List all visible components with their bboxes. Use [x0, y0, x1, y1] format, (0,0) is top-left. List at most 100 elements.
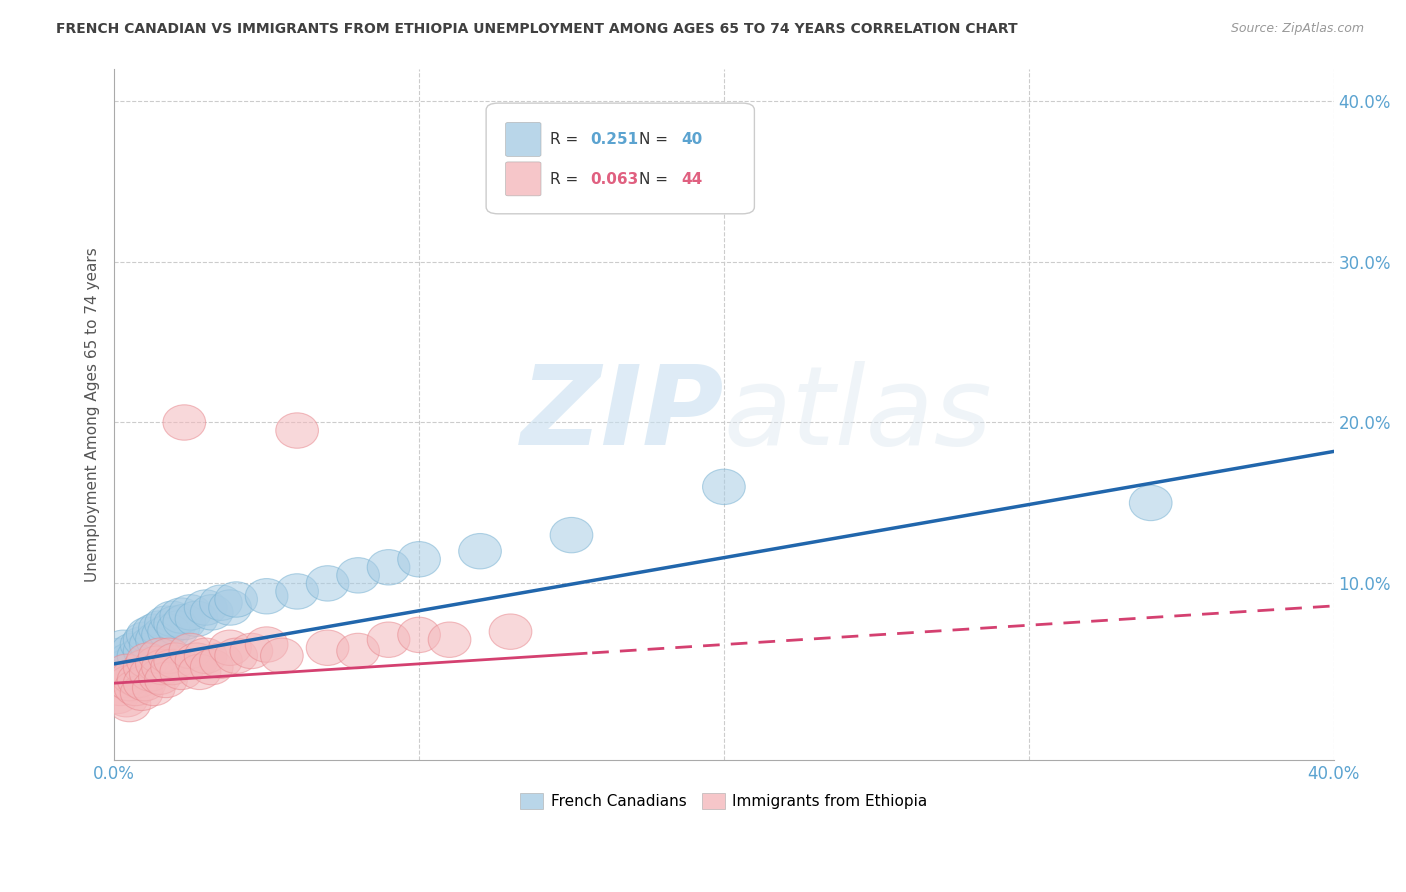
Ellipse shape [190, 649, 233, 685]
Ellipse shape [169, 595, 212, 630]
Ellipse shape [127, 643, 169, 678]
Ellipse shape [245, 579, 288, 614]
Ellipse shape [105, 649, 148, 685]
Ellipse shape [135, 646, 179, 681]
Ellipse shape [245, 627, 288, 662]
Legend: French Canadians, Immigrants from Ethiopia: French Canadians, Immigrants from Ethiop… [515, 787, 934, 815]
Text: 44: 44 [682, 172, 703, 186]
Ellipse shape [105, 654, 148, 690]
Text: Source: ZipAtlas.com: Source: ZipAtlas.com [1230, 22, 1364, 36]
Ellipse shape [367, 622, 411, 657]
Ellipse shape [103, 662, 145, 698]
Ellipse shape [190, 595, 233, 630]
Ellipse shape [260, 638, 304, 673]
Ellipse shape [98, 638, 142, 673]
Text: R =: R = [550, 132, 582, 147]
Ellipse shape [276, 574, 318, 609]
Ellipse shape [157, 611, 200, 646]
Ellipse shape [215, 582, 257, 617]
Ellipse shape [489, 614, 531, 649]
Ellipse shape [160, 654, 202, 690]
Ellipse shape [105, 681, 148, 717]
Ellipse shape [179, 654, 221, 690]
Ellipse shape [108, 643, 150, 678]
Ellipse shape [132, 614, 176, 649]
Ellipse shape [184, 590, 226, 625]
Text: ZIP: ZIP [520, 361, 724, 468]
Ellipse shape [121, 627, 163, 662]
Ellipse shape [367, 549, 411, 585]
Ellipse shape [398, 617, 440, 653]
Ellipse shape [127, 617, 169, 653]
Ellipse shape [124, 633, 166, 669]
Ellipse shape [124, 622, 166, 657]
Ellipse shape [458, 533, 502, 569]
Text: atlas: atlas [724, 361, 993, 468]
Text: R =: R = [550, 172, 582, 186]
Text: 0.063: 0.063 [589, 172, 638, 186]
Ellipse shape [111, 633, 153, 669]
Ellipse shape [96, 678, 139, 714]
Ellipse shape [129, 656, 172, 691]
Ellipse shape [108, 686, 150, 722]
Ellipse shape [200, 643, 242, 678]
Ellipse shape [139, 611, 181, 646]
Ellipse shape [121, 675, 163, 711]
Ellipse shape [1129, 485, 1173, 521]
Ellipse shape [96, 646, 139, 681]
Text: N =: N = [638, 172, 672, 186]
Ellipse shape [111, 659, 153, 694]
Ellipse shape [117, 662, 160, 698]
Ellipse shape [550, 517, 593, 553]
Ellipse shape [429, 622, 471, 657]
Ellipse shape [337, 558, 380, 593]
Ellipse shape [184, 638, 226, 673]
Ellipse shape [98, 670, 142, 706]
Ellipse shape [142, 649, 184, 685]
Ellipse shape [145, 606, 187, 641]
Ellipse shape [150, 649, 194, 685]
Text: 40: 40 [682, 132, 703, 147]
FancyBboxPatch shape [506, 122, 541, 156]
Ellipse shape [215, 638, 257, 673]
Ellipse shape [169, 633, 212, 669]
Ellipse shape [200, 585, 242, 621]
Ellipse shape [117, 638, 160, 673]
Ellipse shape [145, 662, 187, 698]
Ellipse shape [114, 670, 157, 706]
Ellipse shape [176, 643, 218, 678]
Ellipse shape [160, 598, 202, 633]
Ellipse shape [148, 614, 190, 649]
Text: FRENCH CANADIAN VS IMMIGRANTS FROM ETHIOPIA UNEMPLOYMENT AMONG AGES 65 TO 74 YEA: FRENCH CANADIAN VS IMMIGRANTS FROM ETHIO… [56, 22, 1018, 37]
Ellipse shape [103, 630, 145, 665]
Ellipse shape [231, 633, 273, 669]
Ellipse shape [703, 469, 745, 505]
Ellipse shape [135, 622, 179, 657]
Ellipse shape [163, 604, 205, 640]
Ellipse shape [142, 617, 184, 653]
Ellipse shape [163, 405, 205, 440]
Ellipse shape [108, 665, 150, 701]
Ellipse shape [129, 627, 172, 662]
Ellipse shape [153, 606, 197, 641]
FancyBboxPatch shape [486, 103, 755, 214]
Y-axis label: Unemployment Among Ages 65 to 74 years: Unemployment Among Ages 65 to 74 years [86, 247, 100, 582]
Text: N =: N = [638, 132, 672, 147]
Ellipse shape [276, 413, 318, 449]
Ellipse shape [150, 601, 194, 637]
Ellipse shape [148, 638, 190, 673]
Ellipse shape [208, 630, 252, 665]
Ellipse shape [208, 590, 252, 625]
Ellipse shape [124, 649, 166, 685]
Ellipse shape [132, 670, 176, 706]
Ellipse shape [153, 643, 197, 678]
Ellipse shape [398, 541, 440, 577]
Ellipse shape [176, 601, 218, 637]
FancyBboxPatch shape [506, 162, 541, 196]
Ellipse shape [139, 638, 181, 673]
Ellipse shape [307, 566, 349, 601]
Ellipse shape [307, 630, 349, 665]
Ellipse shape [139, 659, 181, 694]
Text: 0.251: 0.251 [589, 132, 638, 147]
Ellipse shape [124, 665, 166, 701]
